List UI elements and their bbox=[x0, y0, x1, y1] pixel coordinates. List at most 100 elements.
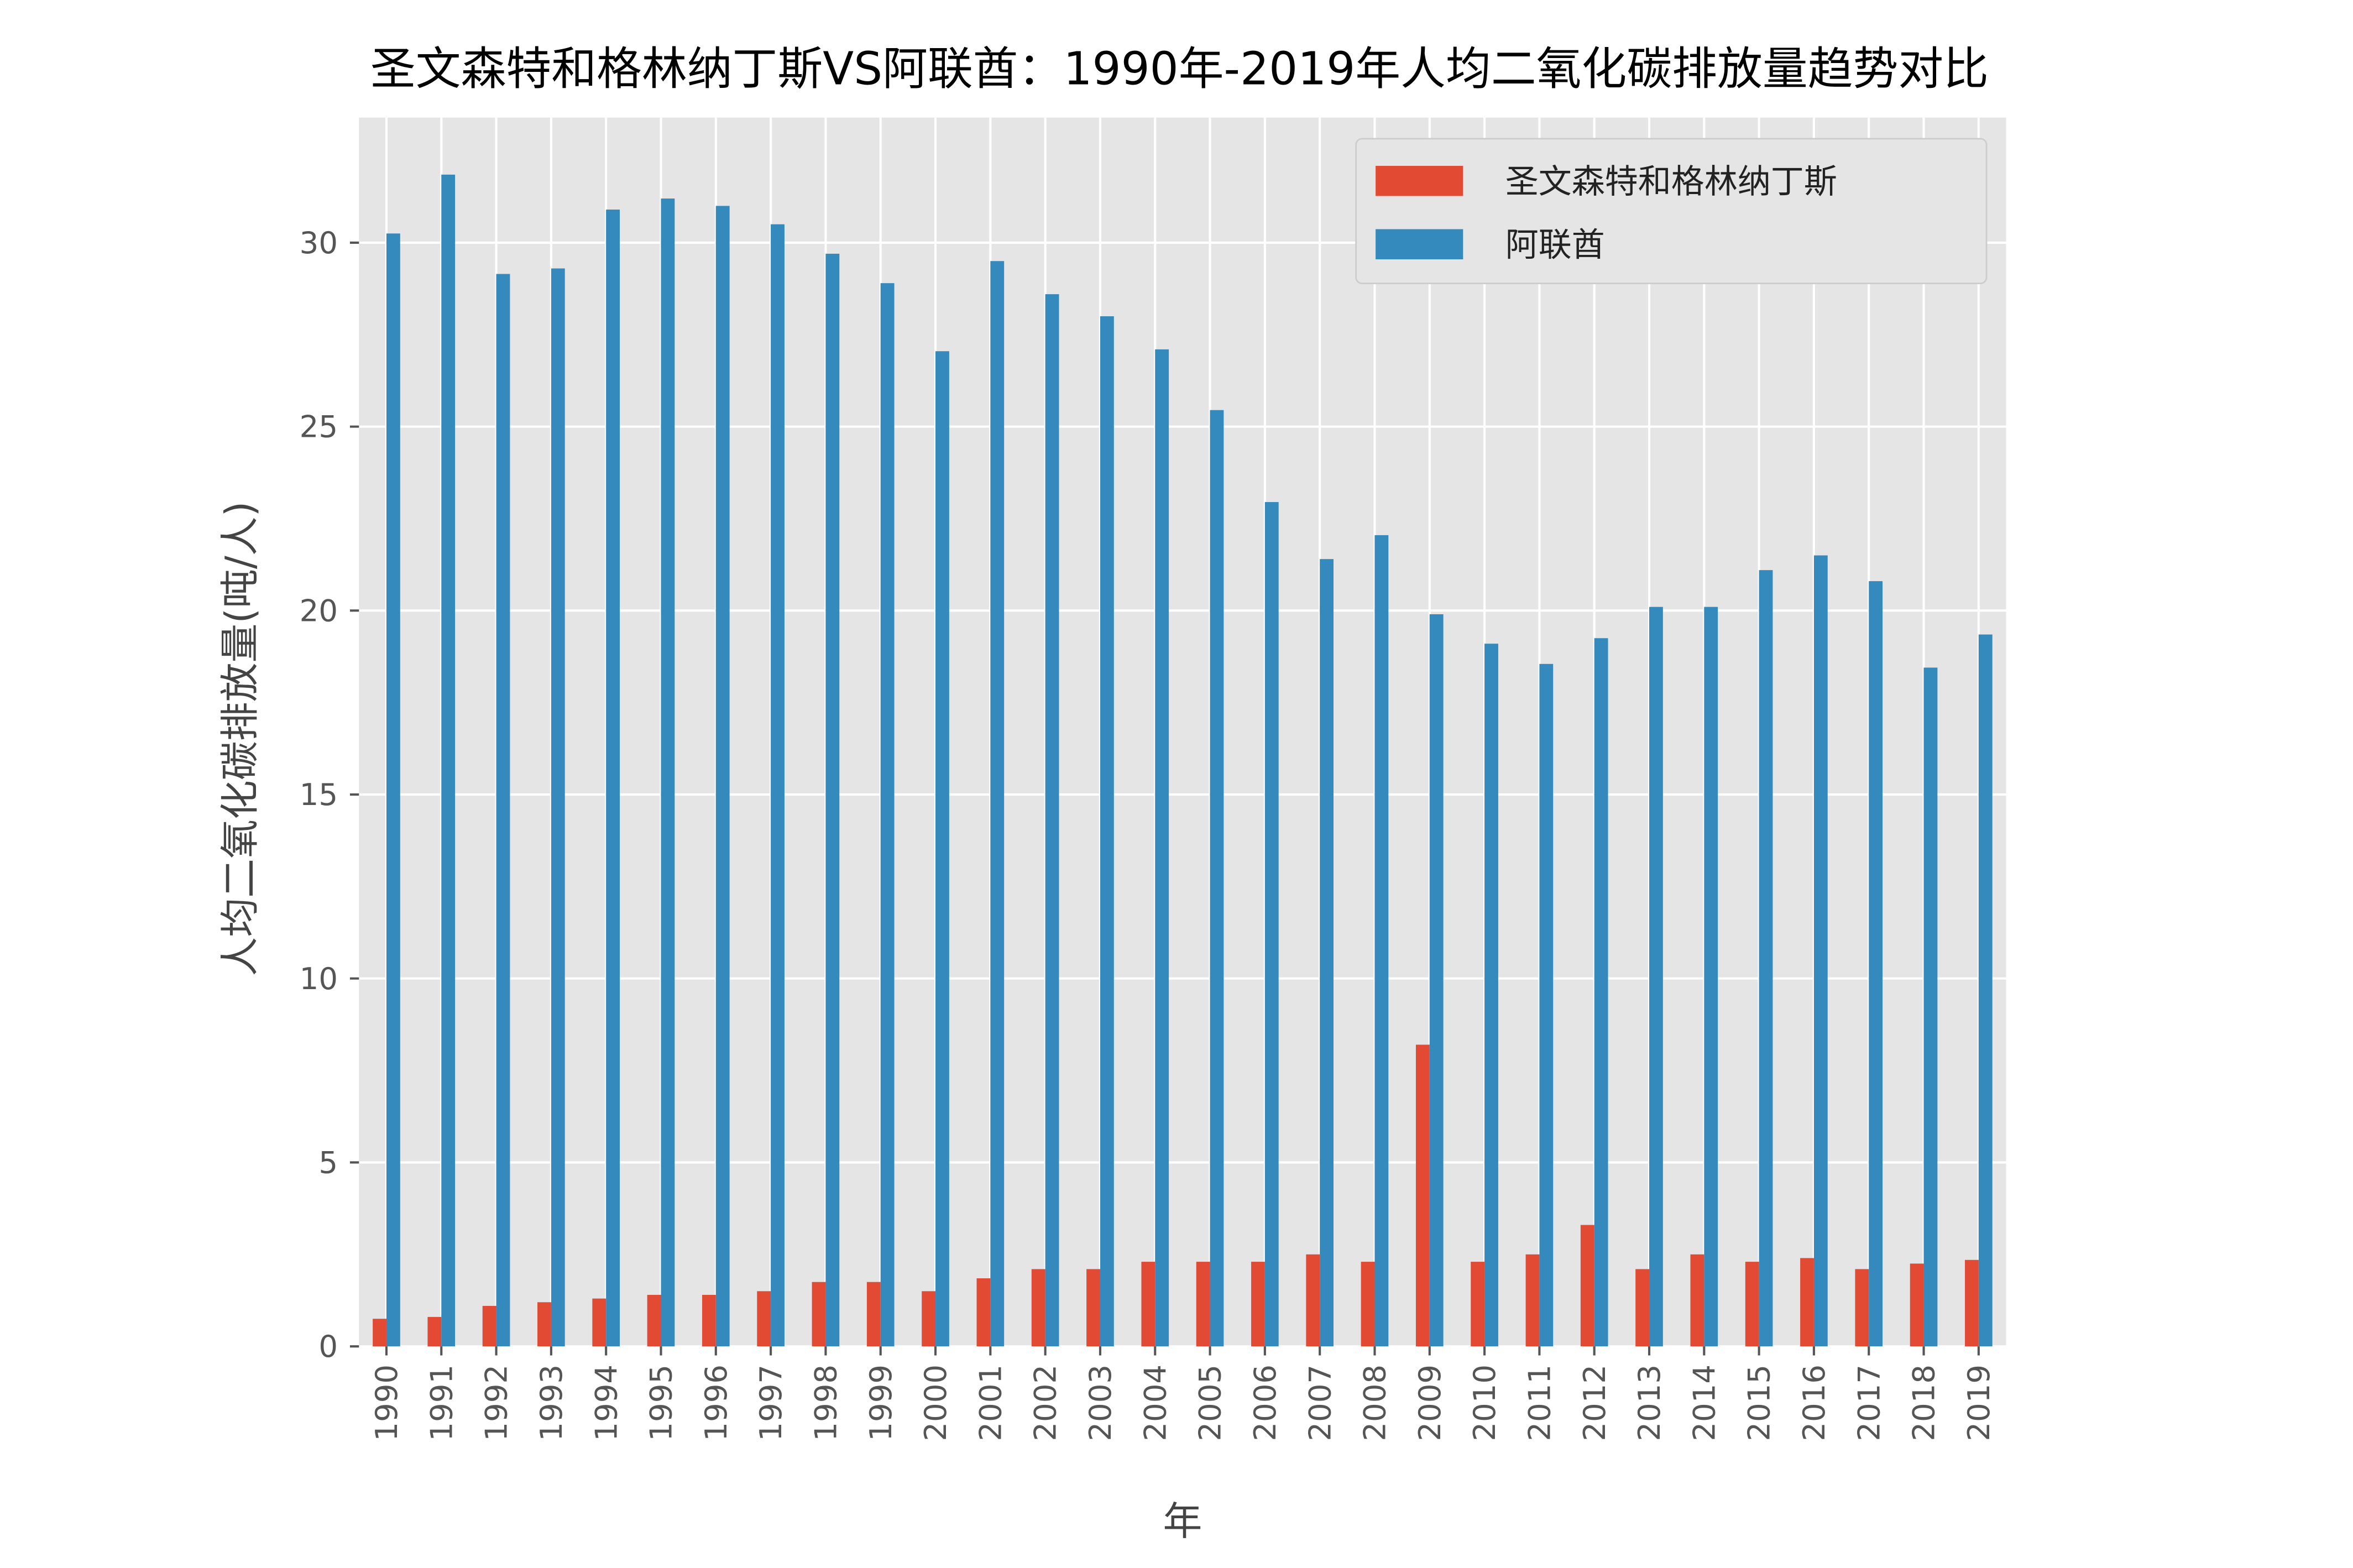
bar-series-1-1994 bbox=[592, 1298, 606, 1347]
bar-series-2-2013 bbox=[1649, 607, 1663, 1347]
x-tick-label: 1991 bbox=[423, 1365, 459, 1441]
x-tick-label: 2015 bbox=[1742, 1365, 1777, 1441]
x-tick-label: 2011 bbox=[1521, 1365, 1557, 1441]
x-axis-label: 年 bbox=[1163, 1498, 1202, 1544]
bar-series-2-2000 bbox=[935, 351, 949, 1347]
bar-series-2-1992 bbox=[496, 274, 510, 1347]
bars bbox=[373, 174, 1993, 1347]
bar-series-2-2015 bbox=[1759, 570, 1773, 1347]
x-tick-label: 2014 bbox=[1686, 1365, 1722, 1441]
bar-series-2-2016 bbox=[1813, 555, 1828, 1347]
y-tick-label: 30 bbox=[300, 225, 338, 260]
bar-series-1-2002 bbox=[1031, 1269, 1045, 1347]
y-tick-label: 15 bbox=[300, 777, 338, 812]
bar-series-1-1992 bbox=[482, 1305, 496, 1347]
bar-series-2-2008 bbox=[1374, 535, 1389, 1347]
x-tick-label: 2012 bbox=[1577, 1365, 1612, 1441]
x-tick-label: 2005 bbox=[1193, 1365, 1228, 1441]
bar-series-1-2005 bbox=[1196, 1262, 1210, 1347]
y-axis-label: 人均二氧化碳排放量(吨/人) bbox=[217, 501, 263, 976]
bar-series-1-2011 bbox=[1525, 1254, 1540, 1347]
x-tick-label: 2004 bbox=[1137, 1365, 1173, 1441]
x-tick-label: 1997 bbox=[753, 1365, 788, 1441]
bar-series-1-2015 bbox=[1745, 1262, 1759, 1347]
bar-series-1-2006 bbox=[1251, 1262, 1265, 1347]
x-tick-label: 1999 bbox=[863, 1365, 898, 1441]
bar-series-2-2017 bbox=[1869, 581, 1883, 1347]
bar-series-1-1999 bbox=[866, 1282, 881, 1347]
x-tick-label: 2007 bbox=[1302, 1365, 1337, 1441]
bar-series-2-2012 bbox=[1594, 638, 1608, 1347]
x-tick-label: 1993 bbox=[534, 1365, 569, 1441]
x-tick-label: 1995 bbox=[644, 1365, 679, 1441]
x-tick-label: 2010 bbox=[1467, 1365, 1502, 1441]
bar-series-1-2007 bbox=[1306, 1254, 1320, 1347]
y-tick-label: 25 bbox=[300, 409, 338, 445]
bar-series-1-2003 bbox=[1086, 1269, 1100, 1347]
x-tick-label: 2009 bbox=[1412, 1365, 1447, 1441]
bar-series-2-1999 bbox=[880, 283, 895, 1347]
legend-label-series-2: 阿联酋 bbox=[1505, 226, 1605, 265]
x-tick-label: 2000 bbox=[918, 1365, 953, 1441]
x-tick-label: 2013 bbox=[1632, 1365, 1667, 1441]
x-tick-label: 2017 bbox=[1851, 1365, 1886, 1441]
x-tick-label: 2016 bbox=[1796, 1365, 1832, 1441]
bar-series-2-2014 bbox=[1704, 607, 1718, 1347]
bar-series-1-1991 bbox=[427, 1316, 442, 1347]
x-tick-label: 2003 bbox=[1083, 1365, 1118, 1441]
legend-swatch-series-2 bbox=[1376, 229, 1463, 260]
bar-series-1-1990 bbox=[373, 1319, 386, 1347]
bar-series-2-2011 bbox=[1539, 663, 1554, 1347]
x-tick-label: 1994 bbox=[588, 1365, 624, 1441]
x-axis-ticks: 1990 1991 1992 1993 1994 1995 1996 1997 1998 1999… bbox=[369, 1346, 1996, 1441]
plot-area bbox=[359, 117, 2006, 1347]
x-tick-label: 2018 bbox=[1906, 1365, 1942, 1441]
y-tick-label: 5 bbox=[318, 1145, 338, 1180]
bar-series-1-2012 bbox=[1580, 1225, 1594, 1347]
bar-series-2-2019 bbox=[1978, 634, 1993, 1347]
bar-series-1-2016 bbox=[1800, 1258, 1814, 1347]
bar-series-1-2018 bbox=[1910, 1263, 1924, 1347]
bar-series-2-2001 bbox=[990, 261, 1005, 1347]
bar-series-1-1998 bbox=[812, 1282, 826, 1347]
bar-series-2-2006 bbox=[1264, 502, 1279, 1347]
legend[interactable]: 圣文森特和格林纳丁斯 阿联酋 bbox=[1355, 138, 1988, 285]
bar-series-2-1993 bbox=[551, 268, 565, 1347]
x-tick-label: 2001 bbox=[972, 1365, 1008, 1441]
x-tick-label: 1992 bbox=[479, 1365, 514, 1441]
bar-series-2-2009 bbox=[1429, 614, 1444, 1347]
bar-series-1-1997 bbox=[757, 1291, 771, 1347]
bar-series-2-2002 bbox=[1045, 294, 1059, 1347]
bar-series-1-2008 bbox=[1361, 1262, 1375, 1347]
bar-series-2-1997 bbox=[771, 224, 785, 1347]
y-tick-label: 20 bbox=[300, 593, 338, 628]
bar-series-1-2009 bbox=[1415, 1044, 1430, 1347]
bar-series-2-2007 bbox=[1320, 559, 1334, 1347]
x-tick-label: 2019 bbox=[1961, 1365, 1996, 1441]
bar-series-2-2003 bbox=[1100, 316, 1114, 1347]
legend-box bbox=[1355, 138, 1988, 285]
bar-series-1-2013 bbox=[1635, 1269, 1650, 1347]
bar-series-2-1990 bbox=[386, 233, 400, 1347]
bar-series-1-2017 bbox=[1855, 1269, 1869, 1347]
bar-series-1-2001 bbox=[976, 1278, 991, 1347]
bar-series-1-2014 bbox=[1690, 1254, 1704, 1347]
x-tick-label: 1996 bbox=[698, 1365, 734, 1441]
x-tick-label: 2008 bbox=[1357, 1365, 1393, 1441]
x-tick-label: 1990 bbox=[369, 1365, 404, 1441]
bar-series-1-1996 bbox=[702, 1294, 716, 1347]
bar-series-2-1994 bbox=[606, 210, 620, 1347]
bar-series-2-1996 bbox=[715, 206, 730, 1347]
bar-series-2-1998 bbox=[825, 253, 840, 1347]
legend-label-series-1: 圣文森特和格林纳丁斯 bbox=[1505, 163, 1837, 201]
y-tick-label: 0 bbox=[318, 1329, 338, 1364]
bar-series-1-2010 bbox=[1471, 1262, 1485, 1347]
legend-swatch-series-1 bbox=[1376, 165, 1463, 196]
x-tick-label: 1998 bbox=[808, 1365, 844, 1441]
x-tick-label: 2002 bbox=[1028, 1365, 1063, 1441]
bar-series-2-1991 bbox=[441, 174, 456, 1347]
bar-series-1-2004 bbox=[1141, 1262, 1155, 1347]
bar-series-2-2005 bbox=[1210, 410, 1224, 1347]
bar-series-2-2010 bbox=[1484, 644, 1498, 1347]
